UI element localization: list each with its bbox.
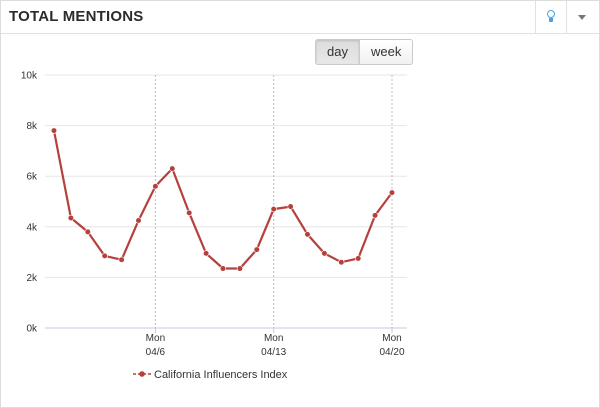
legend-label: California Influencers Index: [154, 369, 288, 381]
widget-menu-button[interactable]: [566, 1, 597, 33]
data-point: [186, 209, 193, 216]
granularity-toggle: day week: [315, 39, 414, 65]
data-point: [270, 205, 277, 213]
data-point: [101, 252, 108, 259]
data-point: [152, 183, 159, 190]
y-tick-label: 10k: [21, 71, 38, 82]
legend-marker: [139, 371, 145, 377]
x-tick-label: Mon: [146, 333, 165, 344]
toggle-day[interactable]: day: [316, 40, 359, 64]
data-point: [67, 214, 74, 222]
x-tick-label: 04/20: [379, 347, 404, 358]
widget-title: TOTAL MENTIONS: [9, 8, 144, 25]
lightbulb-icon: [546, 10, 556, 24]
y-tick-label: 0k: [26, 324, 38, 335]
y-tick-label: 6k: [26, 172, 38, 183]
y-tick-label: 2k: [26, 273, 38, 284]
data-point: [236, 265, 243, 272]
data-point: [253, 246, 260, 253]
y-tick-label: 4k: [26, 222, 38, 233]
data-point: [355, 255, 362, 262]
data-point: [287, 203, 294, 210]
x-tick-label: 04/6: [146, 347, 166, 358]
data-point: [338, 259, 345, 266]
x-tick-label: Mon: [382, 333, 401, 344]
x-tick-label: 04/13: [261, 347, 286, 358]
series-line: [52, 130, 393, 270]
data-point: [304, 231, 311, 238]
insights-button[interactable]: [535, 1, 566, 33]
data-point: [135, 217, 142, 224]
data-point: [118, 256, 125, 263]
widget-header: TOTAL MENTIONS: [1, 1, 599, 34]
x-tick-label: Mon: [264, 333, 283, 344]
data-point: [50, 127, 58, 134]
data-point: [203, 250, 210, 257]
y-tick-label: 8k: [26, 121, 38, 132]
data-point: [84, 228, 91, 235]
data-point: [372, 212, 379, 219]
data-point: [388, 189, 396, 196]
data-point: [321, 250, 328, 257]
data-point: [219, 265, 227, 272]
chevron-down-icon: [578, 14, 586, 20]
toggle-week[interactable]: week: [359, 40, 413, 64]
data-point: [169, 165, 176, 172]
